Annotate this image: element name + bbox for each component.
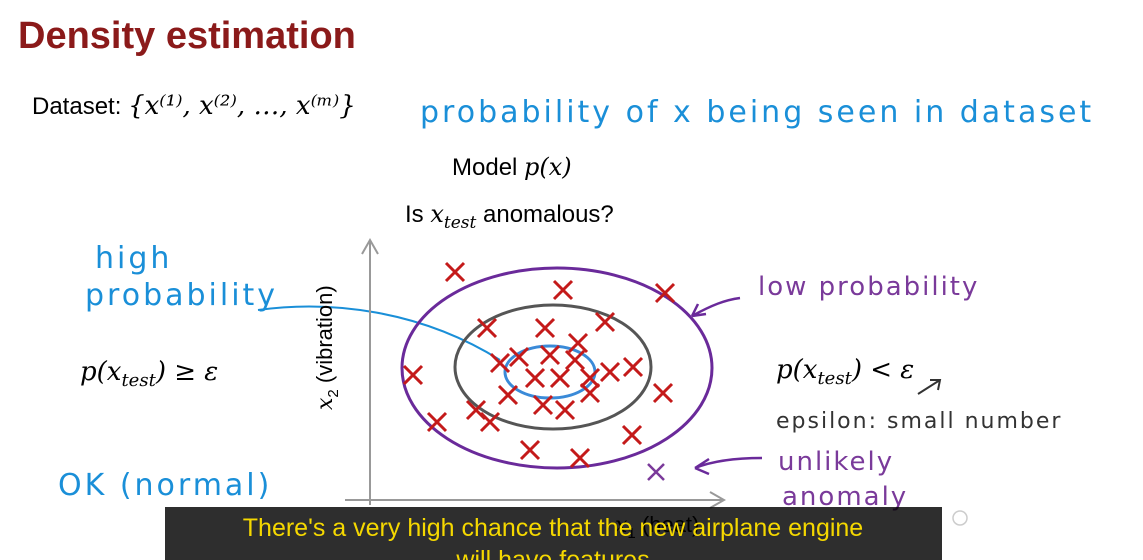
dataset-label: Dataset:: [32, 93, 121, 120]
cross: [508, 346, 530, 368]
low-note: low probability: [758, 272, 979, 302]
cross: [479, 411, 501, 433]
dataset-set: {x⁽¹⁾, x⁽²⁾, …, x⁽ᵐ⁾}: [128, 91, 356, 121]
q-before: Is: [405, 201, 424, 228]
model: Model p(x): [452, 153, 572, 181]
question: Is xtest anomalous?: [405, 200, 614, 233]
title: Density estimation: [18, 15, 356, 57]
cross: [599, 361, 621, 383]
ok-note: OK (normal): [58, 468, 272, 503]
caption-line: will have features: [455, 546, 649, 560]
cross: [534, 317, 556, 339]
cross: [497, 384, 519, 406]
cross: [532, 394, 554, 416]
model-expr: p(x): [524, 153, 572, 181]
cross: [567, 332, 589, 354]
data-points: [402, 261, 676, 469]
low-arrow: [690, 296, 741, 318]
cross: [549, 367, 571, 389]
cross: [652, 382, 674, 404]
pointer: [257, 305, 501, 361]
cross: [426, 411, 448, 433]
unlikely-arrow: [694, 456, 763, 476]
unlikely-note: unlikely: [778, 447, 894, 477]
y-arrow: [361, 237, 379, 255]
cross: [519, 439, 541, 461]
high-note: probability: [85, 278, 278, 313]
cross: [402, 364, 424, 386]
yl-var: x: [313, 397, 338, 410]
cross: [579, 382, 601, 404]
epsilon-arrow: [917, 379, 942, 395]
lf-sub: test: [121, 370, 156, 391]
epsilon-note: epsilon: small number: [776, 409, 1062, 434]
outer-contour: [400, 266, 714, 470]
y-label: x2 (vibration): [312, 285, 342, 410]
q-sub: test: [444, 213, 477, 233]
right-formula: p(xtest) < ε: [776, 355, 914, 389]
cross: [569, 447, 591, 469]
cross: [444, 261, 466, 283]
lf-before: p(x: [80, 357, 122, 387]
cross: [524, 367, 546, 389]
rf-after: ) < ε: [851, 355, 914, 385]
yl-rest: (vibration): [312, 285, 337, 383]
cross: [552, 279, 574, 301]
cross: [594, 311, 616, 333]
rf-before: p(x: [776, 355, 818, 385]
high-note: high: [95, 241, 172, 276]
yl-sub: 2: [325, 389, 342, 397]
left-formula: p(xtest) ≥ ε: [80, 357, 218, 391]
cross: [554, 399, 576, 421]
cross: [539, 344, 561, 366]
dataset: Dataset: {x⁽¹⁾, x⁽²⁾, …, x⁽ᵐ⁾}: [32, 91, 356, 121]
note-top: probability of x being seen in dataset: [420, 95, 1094, 130]
anomaly-point: [647, 463, 665, 481]
middle-contour: [453, 303, 653, 431]
cross: [622, 356, 644, 378]
cross: [579, 367, 601, 389]
model-label: Model: [452, 154, 517, 181]
q-after: anomalous?: [483, 201, 614, 228]
x-arrow: [709, 491, 727, 509]
caption-line: There's a very high chance that the new …: [243, 514, 863, 542]
q-var: x: [430, 200, 444, 228]
lf-after: ) ≥ ε: [155, 357, 218, 387]
settings-icon[interactable]: [952, 510, 968, 526]
cross: [564, 349, 586, 371]
cross: [476, 317, 498, 339]
caption-box: [165, 507, 942, 560]
rf-sub: test: [817, 368, 852, 389]
cross: [621, 424, 643, 446]
cross: [654, 282, 676, 304]
cross: [489, 352, 511, 374]
